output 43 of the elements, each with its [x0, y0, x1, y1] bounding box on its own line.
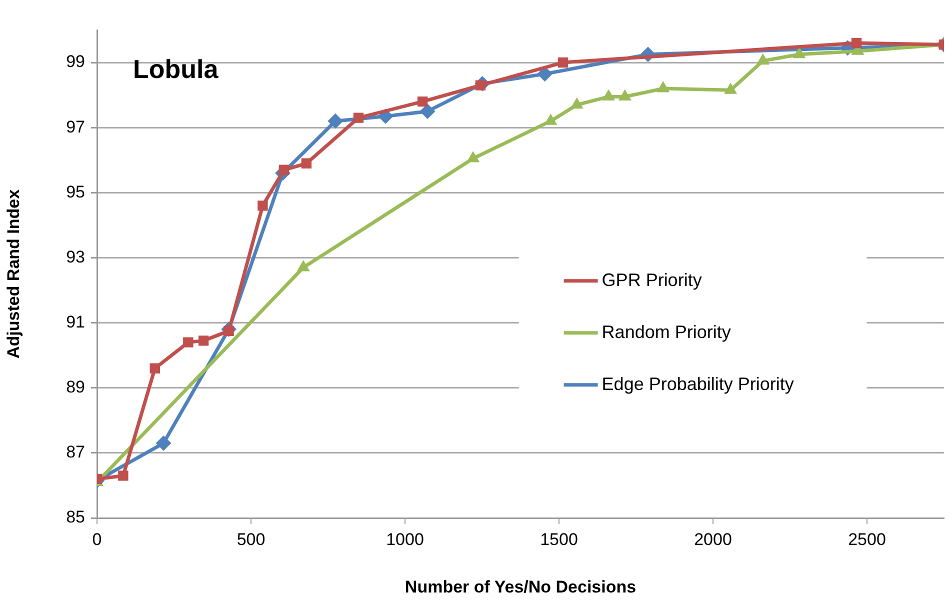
point — [301, 158, 312, 168]
point — [756, 54, 770, 65]
text: Lobula — [133, 54, 219, 84]
point — [656, 82, 670, 92]
point — [602, 90, 615, 100]
legend-label: GPR Priority — [602, 270, 702, 290]
point — [420, 104, 435, 119]
point — [118, 470, 128, 481]
y-tick-label: 87 — [66, 442, 85, 462]
point — [570, 98, 583, 109]
y-tick-label: 97 — [66, 117, 85, 136]
x-tick-label: 2500 — [848, 530, 886, 549]
y-tick-label: 85 — [66, 508, 85, 527]
y-tick-label: 91 — [66, 312, 85, 332]
x-tick-label: 1000 — [386, 530, 424, 549]
legend-label: Edge Probability Priority — [602, 374, 794, 394]
legend-label: Random Priority — [602, 322, 731, 342]
x-axis-title: Number of Yes/No Decisions — [404, 577, 636, 596]
point — [793, 47, 806, 58]
y-tick-label: 89 — [66, 378, 85, 397]
point — [183, 337, 194, 348]
x-tick-label: 500 — [236, 530, 266, 549]
x-tick-label: 0 — [92, 530, 102, 549]
point — [417, 96, 428, 107]
point — [724, 83, 737, 94]
x-tick-label: 2000 — [694, 530, 732, 549]
y-axis-title: Adjusted Rand Index — [4, 188, 23, 359]
y-tick-label: 99 — [66, 52, 85, 72]
point — [851, 38, 862, 48]
point — [466, 152, 480, 162]
point — [544, 114, 557, 125]
point — [150, 363, 160, 374]
point — [297, 260, 310, 272]
point — [558, 57, 568, 68]
point — [156, 436, 172, 451]
y-tick-label: 95 — [66, 182, 85, 202]
x-tick-label: 1500 — [540, 530, 578, 549]
y-tick-label: 93 — [66, 247, 85, 266]
point — [258, 200, 268, 211]
point — [618, 90, 632, 100]
point — [198, 336, 209, 346]
point — [328, 114, 343, 129]
point — [353, 112, 364, 123]
